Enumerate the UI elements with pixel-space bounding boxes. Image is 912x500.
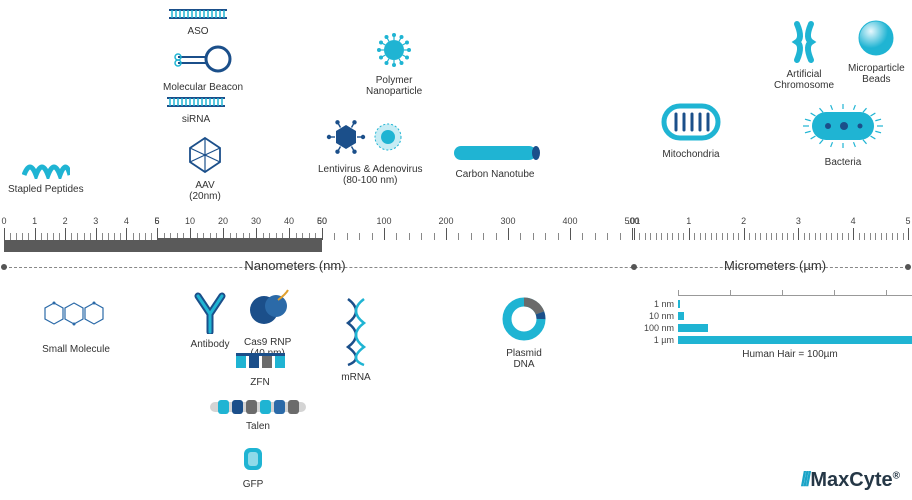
bar-row-10nm: 10 nm bbox=[640, 310, 912, 321]
microparticle-beads-icon bbox=[848, 18, 905, 61]
scale-dot-left bbox=[1, 264, 7, 270]
polymer-nanoparticle: PolymerNanoparticle bbox=[366, 30, 422, 97]
scale-dot-right bbox=[905, 264, 911, 270]
small-molecule-label: Small Molecule bbox=[40, 344, 112, 355]
molecular-beacon: Molecular Beacon bbox=[163, 45, 243, 93]
lentivirus-adenovirus-icon bbox=[318, 115, 423, 162]
artificial-chromosome-label: Artificial bbox=[774, 69, 834, 80]
cas9-rnp: Cas9 RNP(40 nm) bbox=[244, 288, 291, 359]
ruler-r1: 012345 bbox=[4, 218, 157, 240]
microparticle-beads-label: Microparticle bbox=[848, 63, 905, 74]
plasmid-dna: PlasmidDNA bbox=[500, 295, 548, 370]
molecular-beacon-label: Molecular Beacon bbox=[163, 82, 243, 93]
barchart-caption: Human Hair = 100µm bbox=[640, 349, 912, 360]
carbon-nanotube: Carbon Nanotube bbox=[450, 142, 540, 180]
aav-label: AAV bbox=[185, 180, 225, 191]
aso-label: ASO bbox=[167, 26, 229, 37]
bacteria: Bacteria bbox=[800, 100, 886, 168]
talen: Talen bbox=[210, 398, 306, 432]
small-molecule-icon bbox=[40, 295, 112, 342]
aso: ASO bbox=[167, 7, 229, 37]
artificial-chromosome-sublabel: Chromosome bbox=[774, 80, 834, 91]
ruler-r4: .0112345 bbox=[634, 218, 908, 240]
stapled-peptides-label: Stapled Peptides bbox=[8, 184, 84, 195]
lentivirus-adenovirus-label: Lentivirus & Adenovirus bbox=[318, 164, 423, 175]
zfn-label: ZFN bbox=[232, 377, 288, 388]
logo-text: MaxCyte bbox=[810, 469, 892, 491]
talen-icon bbox=[210, 398, 306, 419]
scale-dot-mid bbox=[631, 264, 637, 270]
mrna: mRNA bbox=[340, 295, 372, 383]
bacteria-icon bbox=[800, 100, 886, 155]
mrna-icon bbox=[340, 295, 372, 370]
aav-sublabel: (20nm) bbox=[185, 191, 225, 202]
zfn: ZFN bbox=[232, 352, 288, 388]
microparticle-beads: MicroparticleBeads bbox=[848, 18, 905, 85]
lentivirus-adenovirus-sublabel: (80-100 nm) bbox=[318, 175, 423, 186]
antibody-label: Antibody bbox=[190, 339, 230, 350]
sirna-icon bbox=[165, 95, 227, 112]
plasmid-dna-label: Plasmid bbox=[500, 348, 548, 359]
sirna: siRNA bbox=[165, 95, 227, 125]
bacteria-label: Bacteria bbox=[800, 157, 886, 168]
small-molecule: Small Molecule bbox=[40, 295, 112, 355]
artificial-chromosome-icon bbox=[774, 20, 834, 67]
polymer-nanoparticle-sublabel: Nanoparticle bbox=[366, 86, 422, 97]
bar-row-1µm: 1 µm bbox=[640, 334, 912, 345]
gfp: GFP bbox=[238, 444, 268, 490]
comparison-barchart: 1 nm10 nm100 nm1 µm Human Hair = 100µm bbox=[640, 295, 912, 360]
molecular-beacon-icon bbox=[163, 45, 243, 80]
cas9-rnp-label: Cas9 RNP bbox=[244, 337, 291, 348]
carbon-nanotube-icon bbox=[450, 142, 540, 167]
polymer-nanoparticle-icon bbox=[366, 30, 422, 73]
plasmid-dna-icon bbox=[500, 295, 548, 346]
mitochondria-label: Mitochondria bbox=[660, 149, 722, 160]
polymer-nanoparticle-label: Polymer bbox=[366, 75, 422, 86]
bar-row-1nm: 1 nm bbox=[640, 298, 912, 309]
ruler-r2: 61020304050 bbox=[157, 218, 322, 240]
plasmid-dna-sublabel: DNA bbox=[500, 359, 548, 370]
aav: AAV(20nm) bbox=[185, 135, 225, 202]
zfn-icon bbox=[232, 352, 288, 375]
bar-row-100nm: 100 nm bbox=[640, 322, 912, 333]
lentivirus-adenovirus: Lentivirus & Adenovirus(80-100 nm) bbox=[318, 115, 423, 186]
microparticle-beads-sublabel: Beads bbox=[848, 74, 905, 85]
mitochondria: Mitochondria bbox=[660, 100, 722, 160]
artificial-chromosome: ArtificialChromosome bbox=[774, 20, 834, 91]
antibody: Antibody bbox=[190, 288, 230, 350]
gfp-icon bbox=[238, 444, 268, 477]
axis-label-um: Micrometers (µm) bbox=[700, 258, 850, 273]
solidbar-2 bbox=[157, 238, 322, 252]
mrna-label: mRNA bbox=[340, 372, 372, 383]
logo-mark-icon: /// bbox=[801, 469, 809, 491]
mitochondria-icon bbox=[660, 100, 722, 147]
gfp-label: GFP bbox=[238, 479, 268, 490]
solidbar-1 bbox=[4, 240, 157, 252]
ruler-r3: 60100200300400500 bbox=[322, 218, 634, 240]
maxcyte-logo: ///MaxCyte® bbox=[801, 469, 900, 492]
stapled-peptides: Stapled Peptides bbox=[8, 157, 84, 195]
sirna-label: siRNA bbox=[165, 114, 227, 125]
antibody-icon bbox=[190, 288, 230, 337]
aav-icon bbox=[185, 135, 225, 178]
carbon-nanotube-label: Carbon Nanotube bbox=[450, 169, 540, 180]
aso-icon bbox=[167, 7, 229, 24]
axis-label-nm: Nanometers (nm) bbox=[220, 258, 370, 273]
cas9-rnp-icon bbox=[244, 288, 291, 335]
stapled-peptides-icon bbox=[8, 157, 84, 182]
talen-label: Talen bbox=[210, 421, 306, 432]
